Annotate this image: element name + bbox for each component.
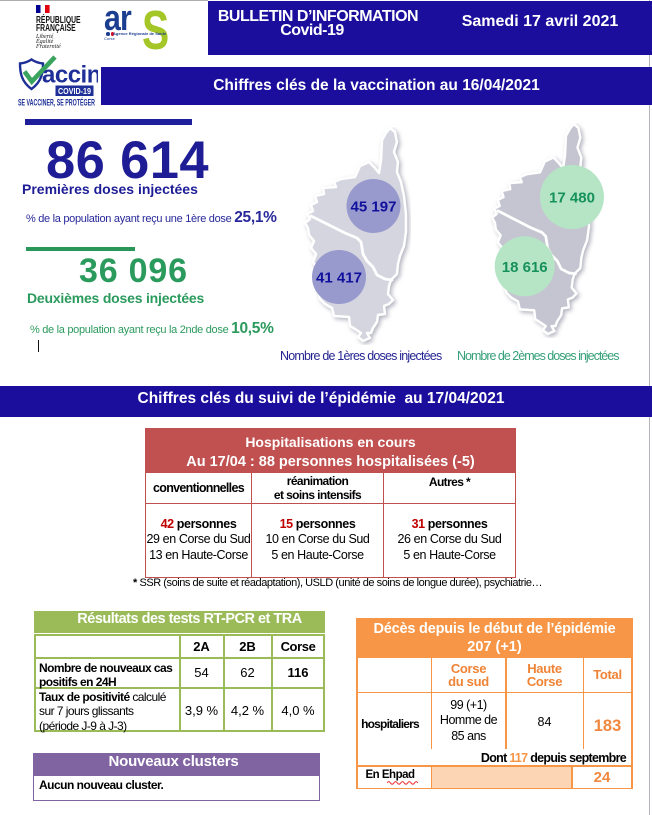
svg-text:18 616: 18 616: [502, 259, 548, 276]
svg-text:45 197: 45 197: [351, 199, 397, 216]
svg-text:accin: accin: [42, 62, 98, 89]
svg-text:41 417: 41 417: [316, 270, 362, 287]
svg-text:COVID-19: COVID-19: [58, 87, 91, 96]
svg-text:17 480: 17 480: [549, 190, 595, 207]
svg-text:SE VACCINER, SE PROTÉGER: SE VACCINER, SE PROTÉGER: [18, 98, 95, 108]
